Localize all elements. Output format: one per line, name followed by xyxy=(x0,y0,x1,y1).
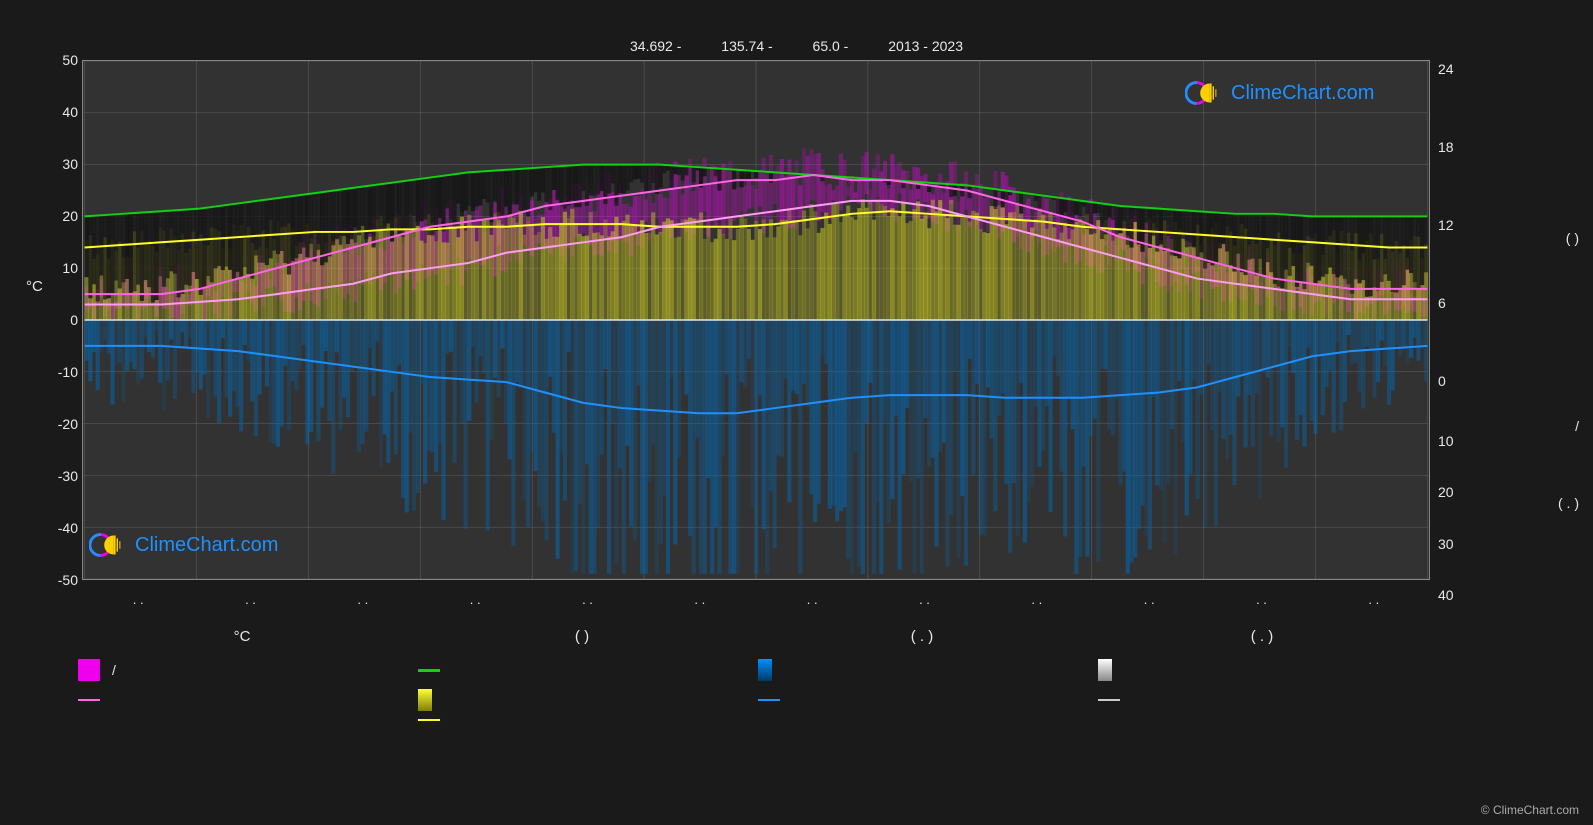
y-tick-right-upper: 18 xyxy=(1438,139,1454,155)
y-tick-right-lower: 40 xyxy=(1438,587,1454,603)
chart-svg xyxy=(83,61,1429,579)
header-elev: 65.0 - xyxy=(813,38,849,54)
swatch-sun-line xyxy=(418,719,440,721)
legend-temp-bars: / xyxy=(72,659,412,681)
swatch-daylight-line xyxy=(418,669,440,672)
y-tick-left: -50 xyxy=(58,572,78,588)
swatch-rain-line xyxy=(758,699,780,701)
x-tick-month: . . xyxy=(694,592,705,607)
x-tick-month: . . xyxy=(357,592,368,607)
x-tick-month: . . xyxy=(470,592,481,607)
legend-sun-bars xyxy=(412,689,752,711)
swatch-temp-box xyxy=(78,659,100,681)
left-axis-label: °C xyxy=(26,278,43,295)
copyright: © ClimeChart.com xyxy=(1481,803,1579,817)
right-axis-mid-label: / xyxy=(1575,418,1579,434)
x-tick-month: . . xyxy=(245,592,256,607)
y-tick-left: 40 xyxy=(62,104,78,120)
y-tick-left: 50 xyxy=(62,52,78,68)
legend-snow-bars xyxy=(1092,659,1432,681)
x-tick-month: . . xyxy=(1256,592,1267,607)
chart-header: 34.692 - 135.74 - 65.0 - 2013 - 2023 xyxy=(0,38,1593,54)
y-tick-left: -40 xyxy=(58,520,78,536)
header-lon: 135.74 - xyxy=(721,38,772,54)
x-tick-month: . . xyxy=(582,592,593,607)
y-tick-right-upper: 24 xyxy=(1438,61,1454,77)
x-tick-month: . . xyxy=(807,592,818,607)
legend-row-2 xyxy=(72,689,1432,711)
watermark-logo-icon xyxy=(1185,79,1223,107)
watermark-text: ClimeChart.com xyxy=(135,534,278,557)
y-tick-right-lower: 10 xyxy=(1438,433,1454,449)
swatch-snow-box xyxy=(1098,659,1112,681)
x-tick-month: . . xyxy=(1368,592,1379,607)
y-tick-right-lower: 30 xyxy=(1438,536,1454,552)
legend-temp-line xyxy=(72,689,412,711)
legend-sun-line xyxy=(412,719,752,721)
legend-row-1: / xyxy=(72,659,1432,681)
header-lat: 34.692 - xyxy=(630,38,681,54)
watermark-logo-icon xyxy=(89,531,127,559)
y-tick-left: 0 xyxy=(70,312,78,328)
swatch-temp-line xyxy=(78,699,100,701)
legend-header-rain: ( . ) xyxy=(752,628,1092,645)
watermark-bottom: ClimeChart.com xyxy=(89,531,278,559)
y-tick-right-upper: 0 xyxy=(1438,373,1446,389)
legend-row-3 xyxy=(72,719,1432,721)
right-axis-low-label: ( . ) xyxy=(1558,495,1579,511)
legend-daylight-line xyxy=(412,659,752,681)
legend: °C ( ) ( . ) ( . ) / xyxy=(72,628,1432,729)
y-tick-right-lower: 20 xyxy=(1438,484,1454,500)
y-tick-left: -10 xyxy=(58,364,78,380)
legend-rain-bars xyxy=(752,659,1092,681)
y-tick-right-upper: 6 xyxy=(1438,295,1446,311)
header-years: 2013 - 2023 xyxy=(888,38,963,54)
watermark-text: ClimeChart.com xyxy=(1231,82,1374,105)
legend-header-daylight: ( ) xyxy=(412,628,752,645)
x-tick-month: . . xyxy=(1144,592,1155,607)
y-tick-left: 10 xyxy=(62,260,78,276)
legend-rain-line xyxy=(752,689,1092,711)
x-tick-month: . . xyxy=(1031,592,1042,607)
y-tick-left: 30 xyxy=(62,156,78,172)
swatch-sun-box xyxy=(418,689,432,711)
legend-header-snow: ( . ) xyxy=(1092,628,1432,645)
chart-plot-area: ClimeChart.com ClimeChart.com xyxy=(82,60,1430,580)
y-tick-right-upper: 12 xyxy=(1438,217,1454,233)
legend-header: °C ( ) ( . ) ( . ) xyxy=(72,628,1432,645)
x-tick-month: . . xyxy=(133,592,144,607)
y-tick-left: 20 xyxy=(62,208,78,224)
swatch-snow-line xyxy=(1098,699,1120,701)
y-tick-left: -20 xyxy=(58,416,78,432)
swatch-rain-box xyxy=(758,659,772,681)
y-tick-left: -30 xyxy=(58,468,78,484)
legend-header-temp: °C xyxy=(72,628,412,645)
right-axis-upper-label: ( ) xyxy=(1566,230,1579,246)
watermark-top: ClimeChart.com xyxy=(1185,79,1374,107)
legend-snow-line xyxy=(1092,689,1432,711)
x-tick-month: . . xyxy=(919,592,930,607)
